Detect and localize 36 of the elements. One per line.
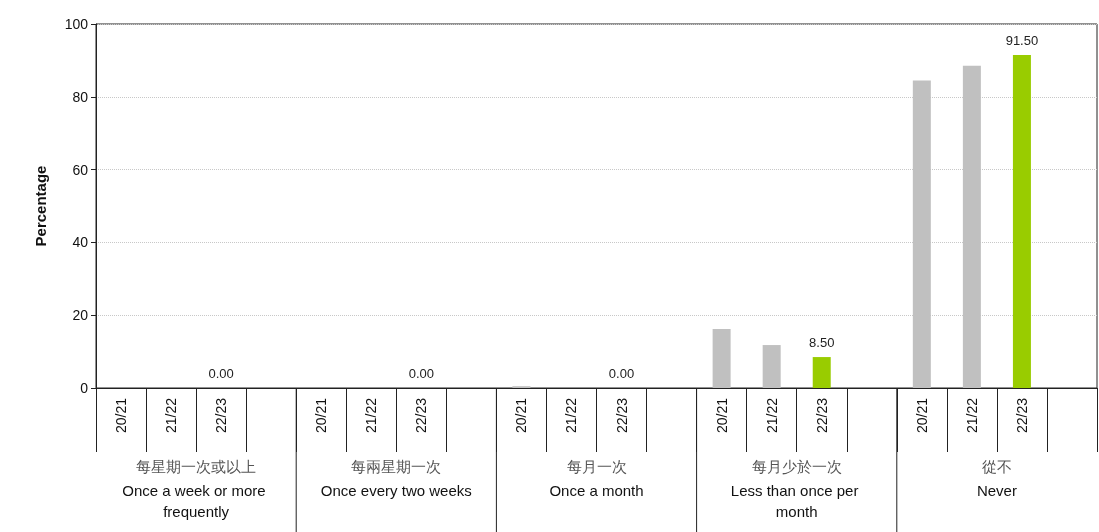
y-tick-label: 60 <box>72 161 89 178</box>
y-tick-label: 0 <box>80 380 89 396</box>
x-tick-label: 21/22 <box>163 397 180 434</box>
x-tick-label: 21/22 <box>763 397 780 434</box>
bar <box>762 345 781 388</box>
data-label: 0.00 <box>208 366 234 381</box>
bar <box>1012 54 1031 388</box>
y-axis-title: Percentage <box>32 165 49 247</box>
text: 每星期一次或以上 Once a week or more frequently <box>122 457 270 520</box>
x-tick-label: 20/21 <box>713 397 730 434</box>
text: 從不 Never <box>976 457 1017 499</box>
x-tick-label: 20/21 <box>513 397 530 434</box>
x-tick-label: 21/22 <box>563 397 580 434</box>
x-tick-label: 20/21 <box>313 397 330 434</box>
y-tick-label: 100 <box>64 16 89 32</box>
y-tick-label: 20 <box>72 307 89 324</box>
bar <box>812 357 831 388</box>
y-tick-label: 80 <box>72 88 89 105</box>
text: 每月一次 Once a month <box>549 457 644 499</box>
data-label: 8.50 <box>809 335 835 351</box>
data-label: 0.00 <box>408 366 434 381</box>
data-label: 91.50 <box>1005 32 1039 48</box>
x-tick-label: 20/21 <box>913 397 930 434</box>
x-tick-label: 22/23 <box>613 397 630 434</box>
y-tick-label: 40 <box>72 234 89 251</box>
x-tick-label: 22/23 <box>413 397 430 434</box>
bar <box>712 329 731 388</box>
x-tick-label: 21/22 <box>963 397 980 434</box>
x-tick-label: 22/23 <box>813 397 830 434</box>
text: 每月少於一次 Less than once per month <box>730 457 863 520</box>
x-tick-label: 20/21 <box>113 397 130 434</box>
x-tick-label: 21/22 <box>363 397 380 434</box>
x-tick-label: 22/23 <box>1013 397 1030 434</box>
x-tick-label: 22/23 <box>213 397 230 434</box>
text: 每兩星期一次 Once every two weeks <box>320 457 472 499</box>
data-label: 0.00 <box>608 366 635 381</box>
